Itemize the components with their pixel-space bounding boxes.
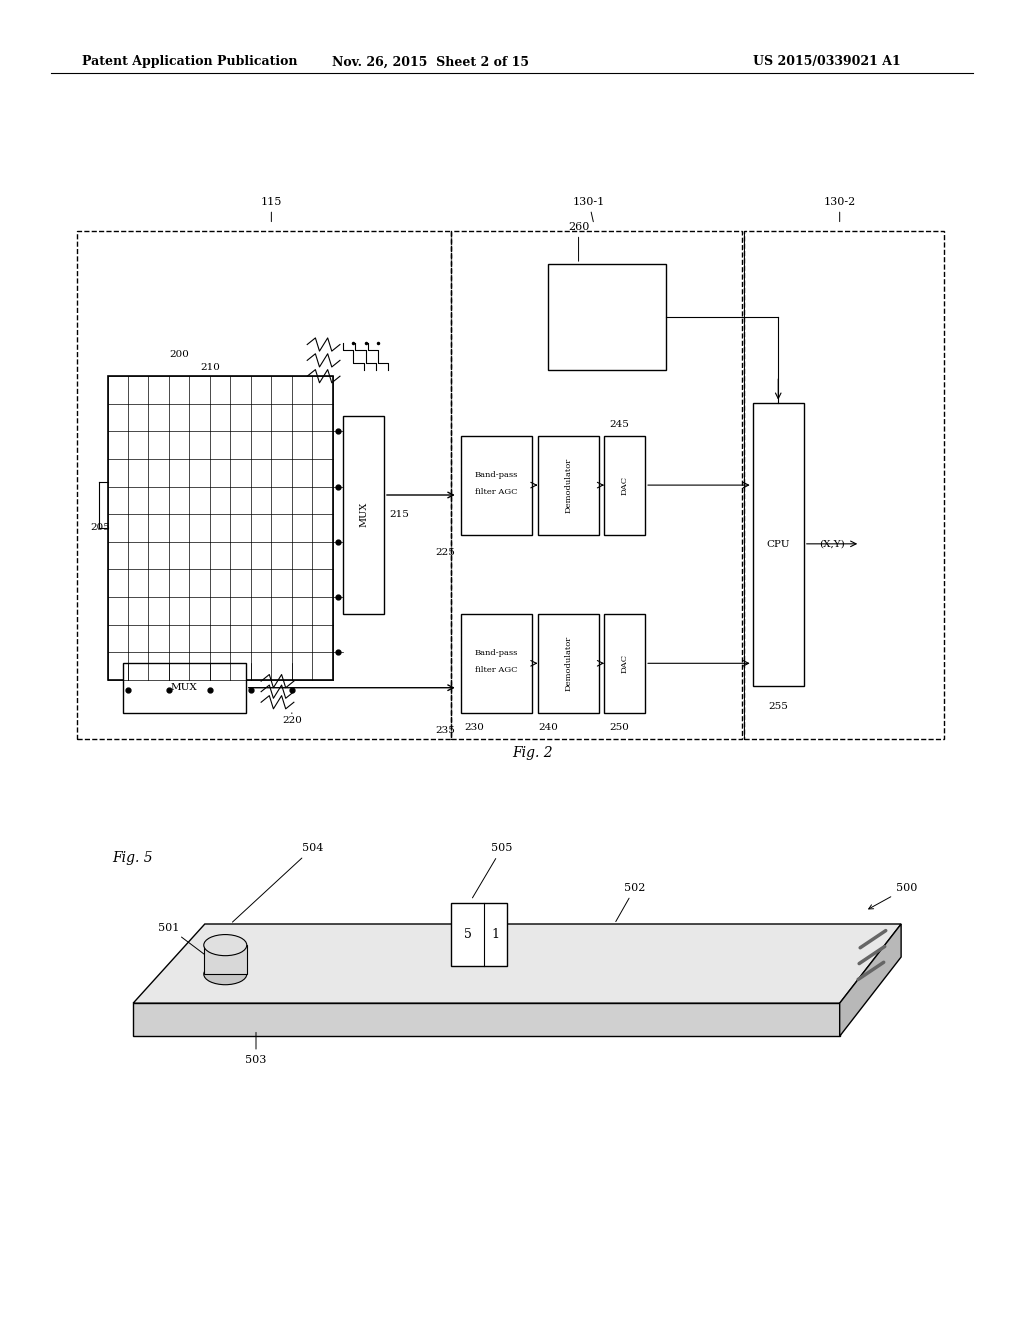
FancyBboxPatch shape — [461, 614, 532, 713]
Text: 130-1: 130-1 — [572, 197, 605, 222]
FancyBboxPatch shape — [343, 416, 384, 614]
Text: 5: 5 — [464, 928, 471, 941]
Text: Demodulator: Demodulator — [564, 636, 572, 690]
Text: DAC: DAC — [621, 653, 629, 673]
Polygon shape — [133, 924, 901, 1003]
Text: DAC: DAC — [621, 475, 629, 495]
Text: Demodulator: Demodulator — [564, 458, 572, 512]
FancyBboxPatch shape — [604, 614, 645, 713]
Text: 503: 503 — [246, 1032, 266, 1065]
Text: 225: 225 — [436, 548, 456, 557]
Text: MUX: MUX — [171, 684, 198, 692]
Text: 1: 1 — [492, 928, 500, 941]
Text: filter AGC: filter AGC — [475, 487, 518, 496]
FancyBboxPatch shape — [604, 436, 645, 535]
Text: 215: 215 — [389, 511, 409, 519]
Text: 130-2: 130-2 — [823, 197, 856, 222]
Text: 250: 250 — [609, 723, 630, 733]
Text: 235: 235 — [436, 726, 456, 735]
Text: Band-pass: Band-pass — [475, 470, 518, 479]
Text: Patent Application Publication: Patent Application Publication — [82, 55, 297, 69]
Text: MUX: MUX — [359, 502, 368, 528]
Text: 210: 210 — [200, 363, 220, 372]
Text: US 2015/0339021 A1: US 2015/0339021 A1 — [754, 55, 901, 69]
Text: 220: 220 — [282, 713, 302, 726]
Text: 200: 200 — [169, 350, 189, 359]
Text: Band-pass: Band-pass — [475, 648, 518, 657]
Ellipse shape — [204, 964, 247, 985]
Text: filter AGC: filter AGC — [475, 665, 518, 675]
Text: Fig. 5: Fig. 5 — [113, 851, 154, 866]
Text: 230: 230 — [464, 723, 484, 733]
Text: 260: 260 — [568, 222, 589, 261]
FancyBboxPatch shape — [108, 376, 333, 680]
FancyBboxPatch shape — [204, 945, 247, 974]
FancyBboxPatch shape — [538, 614, 599, 713]
Polygon shape — [840, 924, 901, 1036]
Text: 502: 502 — [615, 883, 645, 921]
Text: 245: 245 — [609, 420, 629, 429]
Text: 500: 500 — [868, 883, 918, 909]
Text: 240: 240 — [538, 723, 558, 733]
Text: 505: 505 — [472, 843, 512, 898]
FancyBboxPatch shape — [548, 264, 666, 370]
Text: 504: 504 — [232, 843, 323, 923]
FancyBboxPatch shape — [753, 403, 804, 686]
FancyBboxPatch shape — [538, 436, 599, 535]
Text: CPU: CPU — [767, 540, 790, 549]
Text: (X,Y): (X,Y) — [819, 540, 845, 548]
Polygon shape — [133, 1003, 840, 1036]
FancyBboxPatch shape — [461, 436, 532, 535]
Ellipse shape — [204, 935, 247, 956]
Text: 501: 501 — [159, 923, 218, 965]
Text: Fig. 2: Fig. 2 — [512, 746, 553, 760]
Text: 205: 205 — [90, 524, 110, 532]
FancyBboxPatch shape — [451, 903, 507, 966]
FancyBboxPatch shape — [123, 663, 246, 713]
Text: Nov. 26, 2015  Sheet 2 of 15: Nov. 26, 2015 Sheet 2 of 15 — [332, 55, 528, 69]
Text: 255: 255 — [768, 702, 788, 711]
Text: 115: 115 — [261, 197, 282, 222]
